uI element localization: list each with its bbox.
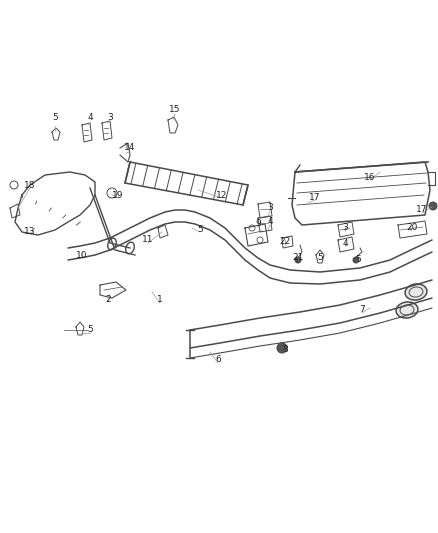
Text: 7: 7 [359,305,365,314]
Text: 6: 6 [215,356,221,365]
Text: 17: 17 [416,206,428,214]
Text: 12: 12 [216,191,228,200]
Circle shape [277,343,287,353]
Text: 4: 4 [342,238,348,247]
Text: 13: 13 [24,228,36,237]
Ellipse shape [396,302,418,318]
Text: 5: 5 [197,225,203,235]
Text: 3: 3 [267,204,273,213]
Text: 16: 16 [364,174,376,182]
Text: 3: 3 [107,114,113,123]
Text: 5: 5 [87,326,93,335]
Circle shape [295,257,301,263]
Text: 21: 21 [292,254,304,262]
Text: 3: 3 [342,223,348,232]
Circle shape [429,202,437,210]
Text: 9: 9 [255,219,261,228]
Text: 2: 2 [105,295,111,304]
Text: 15: 15 [169,106,181,115]
Text: 8: 8 [282,345,288,354]
Text: 10: 10 [76,251,88,260]
Text: 17: 17 [309,193,321,203]
Ellipse shape [405,284,427,300]
Text: 1: 1 [157,295,163,304]
Circle shape [353,257,359,263]
Text: 20: 20 [406,223,418,232]
Text: 14: 14 [124,143,136,152]
Text: 5: 5 [355,255,361,264]
Text: 5: 5 [317,254,323,262]
Text: 4: 4 [267,217,273,227]
Text: 19: 19 [112,191,124,200]
Text: 11: 11 [142,236,154,245]
Text: 4: 4 [87,114,93,123]
Text: 22: 22 [279,238,291,246]
Text: 18: 18 [24,181,36,190]
Text: 5: 5 [52,114,58,123]
